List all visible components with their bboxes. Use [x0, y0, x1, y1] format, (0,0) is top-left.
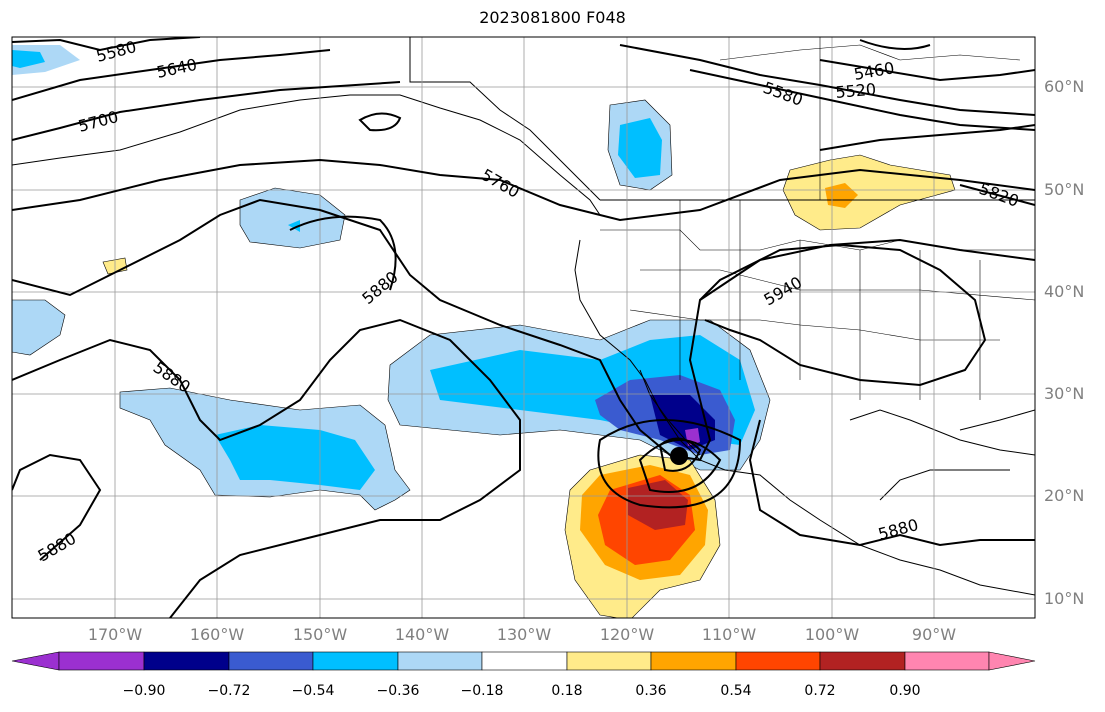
lat-label: 40°N	[1044, 282, 1085, 301]
lat-label: 60°N	[1044, 77, 1085, 96]
contour-label: 5520	[835, 80, 877, 102]
lat-label: 10°N	[1044, 589, 1085, 608]
colorbar-tick-label: −0.36	[376, 683, 420, 699]
colorbar-tick-label: −0.90	[122, 683, 166, 699]
lon-label: 130°W	[496, 625, 552, 644]
grid	[12, 37, 1035, 618]
map-title: 2023081800 F048	[479, 8, 626, 27]
colorbar-min-extension	[11, 651, 60, 671]
lon-label: 160°W	[189, 625, 245, 644]
storm-center-marker	[670, 447, 688, 465]
lon-label: 140°W	[394, 625, 450, 644]
colorbar	[11, 651, 1036, 671]
lat-label: 30°N	[1044, 384, 1085, 403]
lat-label: 20°N	[1044, 486, 1085, 505]
map-frame	[11, 36, 1036, 619]
lon-label: 100°W	[804, 625, 860, 644]
colorbar-tick-label: 0.72	[804, 683, 836, 699]
colorbar-tick-label: −0.54	[291, 683, 335, 699]
colorbar-tick-label: 0.18	[551, 683, 583, 699]
colorbar-tick-label: −0.18	[460, 683, 504, 699]
lon-label: 90°W	[911, 625, 957, 644]
lon-label: 170°W	[87, 625, 143, 644]
coastlines	[12, 37, 1035, 596]
colorbar-tick-label: 0.54	[720, 683, 752, 699]
lon-label: 120°W	[599, 625, 655, 644]
colorbar-tick-label: −0.72	[207, 683, 251, 699]
colorbar-max-extension	[988, 651, 1036, 671]
lon-label: 150°W	[292, 625, 348, 644]
lat-label: 50°N	[1044, 180, 1085, 199]
colorbar-tick-label: 0.36	[635, 683, 667, 699]
height-contours	[12, 37, 1035, 618]
lon-label: 110°W	[701, 625, 757, 644]
colorbar-tick-label: 0.90	[889, 683, 921, 699]
